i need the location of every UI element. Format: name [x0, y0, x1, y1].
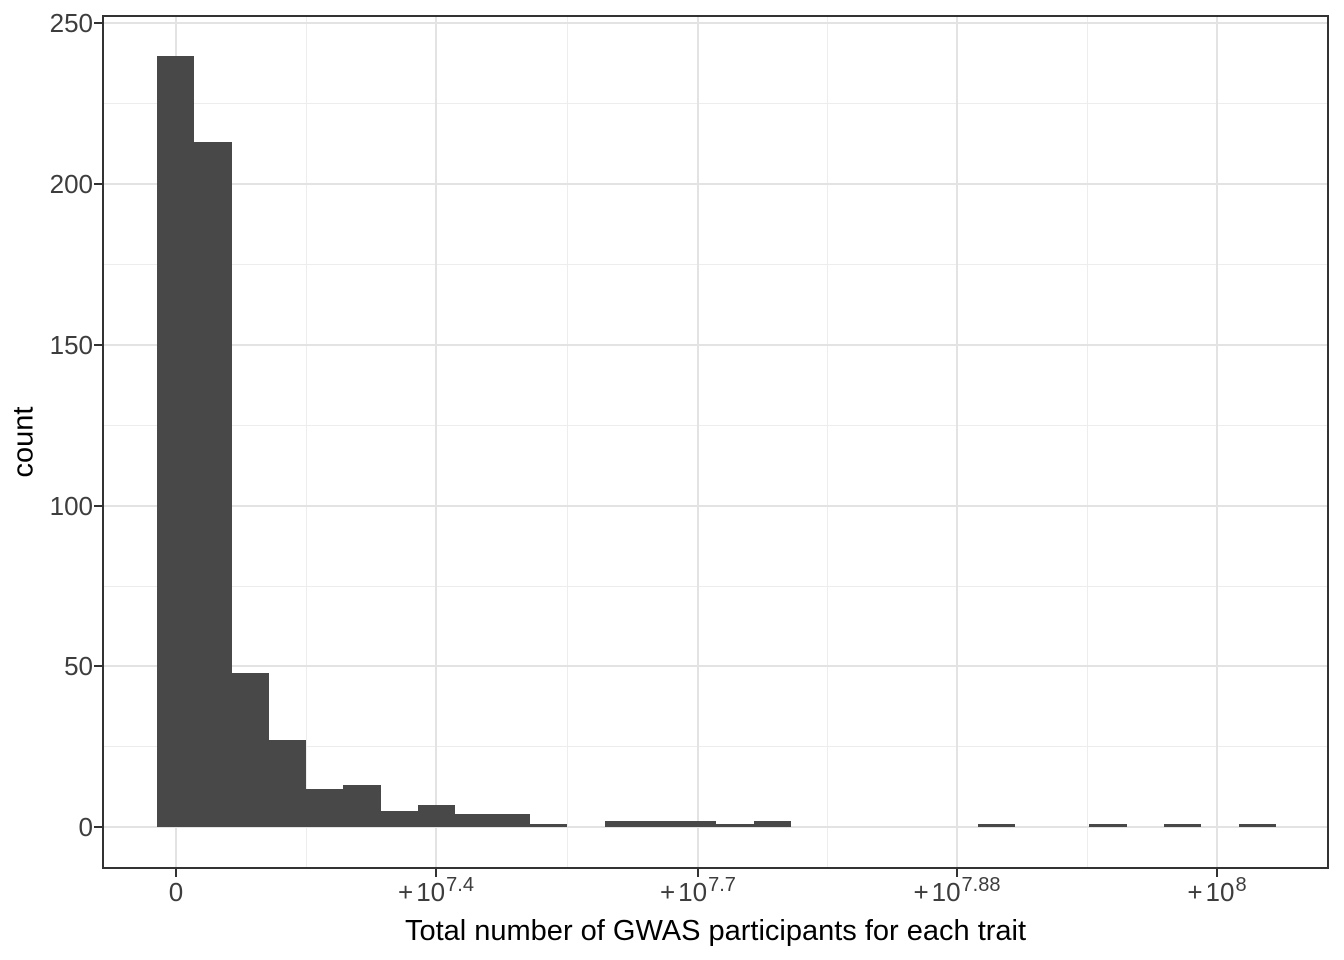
x-tick-base: 10 — [678, 877, 708, 907]
gridline-x-major — [955, 17, 958, 867]
histogram-bar — [269, 740, 306, 828]
gridline-y-major — [104, 183, 1327, 186]
y-tick-label: 100 — [49, 490, 93, 521]
x-tick-exponent: 8 — [1235, 874, 1247, 896]
x-tick-mark — [696, 869, 699, 877]
x-axis-title: Total number of GWAS participants for ea… — [404, 915, 1027, 947]
histogram-bar — [679, 820, 716, 828]
histogram-bar — [194, 142, 232, 828]
x-tick-mark — [174, 869, 177, 877]
histogram-bar — [418, 804, 455, 828]
gridline-y-minor — [104, 264, 1327, 266]
histogram-bar — [642, 820, 679, 828]
histogram-bar — [754, 820, 791, 828]
histogram-bar — [530, 823, 567, 828]
histogram-bar — [716, 823, 754, 828]
histogram-bar — [1089, 823, 1127, 828]
x-tick-label: +107.88 — [913, 874, 1001, 910]
x-tick-exponent: 7.4 — [446, 874, 474, 896]
x-tick-plus-sign: + — [1187, 877, 1203, 907]
x-tick-base: 10 — [416, 877, 446, 907]
gridline-x-minor — [305, 17, 307, 867]
gridline-y-minor — [104, 746, 1327, 748]
x-tick-plus-sign: + — [659, 877, 676, 907]
gridline-x-major — [696, 17, 699, 867]
x-tick-label: +107.4 — [398, 874, 474, 910]
y-tick-mark — [94, 504, 102, 507]
y-tick-label: 150 — [49, 329, 93, 360]
y-tick-label: 200 — [49, 169, 93, 200]
x-tick-exponent: 7.7 — [708, 874, 736, 896]
histogram-bar — [455, 814, 493, 828]
x-tick-label: 0 — [169, 877, 183, 907]
x-tick-mark — [955, 869, 958, 877]
gridline-y-minor — [104, 424, 1327, 426]
histogram-bar — [381, 811, 418, 828]
x-tick-plus-sign: + — [913, 877, 929, 907]
gridline-y-minor — [104, 103, 1327, 105]
gridline-x-major — [1215, 17, 1218, 867]
histogram-bar — [493, 814, 530, 828]
histogram-bar — [1164, 823, 1201, 828]
gridline-x-major — [434, 17, 437, 867]
x-tick-label: +108 — [1187, 874, 1247, 910]
x-tick-mark — [1215, 869, 1218, 877]
gridline-x-minor — [1086, 17, 1088, 867]
x-tick-mark — [434, 869, 437, 877]
gridline-y-major — [104, 22, 1327, 25]
gridline-y-major — [104, 343, 1327, 346]
histogram-bar — [232, 672, 269, 828]
x-tick-base: 0 — [168, 877, 184, 907]
gridline-y-minor — [104, 585, 1327, 587]
x-tick-exponent: 7.88 — [961, 874, 1001, 896]
histogram-bar — [978, 823, 1015, 828]
y-tick-mark — [94, 183, 102, 186]
x-tick-base: 10 — [931, 877, 961, 907]
plot-panel — [102, 15, 1329, 869]
y-tick-mark — [94, 826, 102, 829]
gridline-y-major — [104, 504, 1327, 507]
y-axis-title: count — [7, 406, 40, 478]
gridline-y-major — [104, 826, 1327, 829]
histogram-bar — [157, 55, 194, 828]
x-tick-plus-sign: + — [398, 877, 414, 907]
histogram-bar — [306, 788, 343, 828]
y-tick-label: 250 — [49, 8, 93, 39]
histogram-bar — [343, 785, 381, 828]
gridline-y-major — [104, 665, 1327, 668]
histogram-bar — [1239, 823, 1276, 828]
x-tick-base: 10 — [1205, 877, 1235, 907]
y-tick-label: 50 — [64, 651, 93, 682]
x-tick-label: +107.7 — [659, 874, 736, 910]
y-tick-mark — [94, 665, 102, 668]
y-tick-label: 0 — [78, 812, 93, 843]
y-tick-mark — [94, 22, 102, 25]
gridline-x-minor — [566, 17, 568, 867]
histogram-bar — [605, 820, 642, 828]
gridline-x-minor — [827, 17, 829, 867]
y-tick-mark — [94, 343, 102, 346]
